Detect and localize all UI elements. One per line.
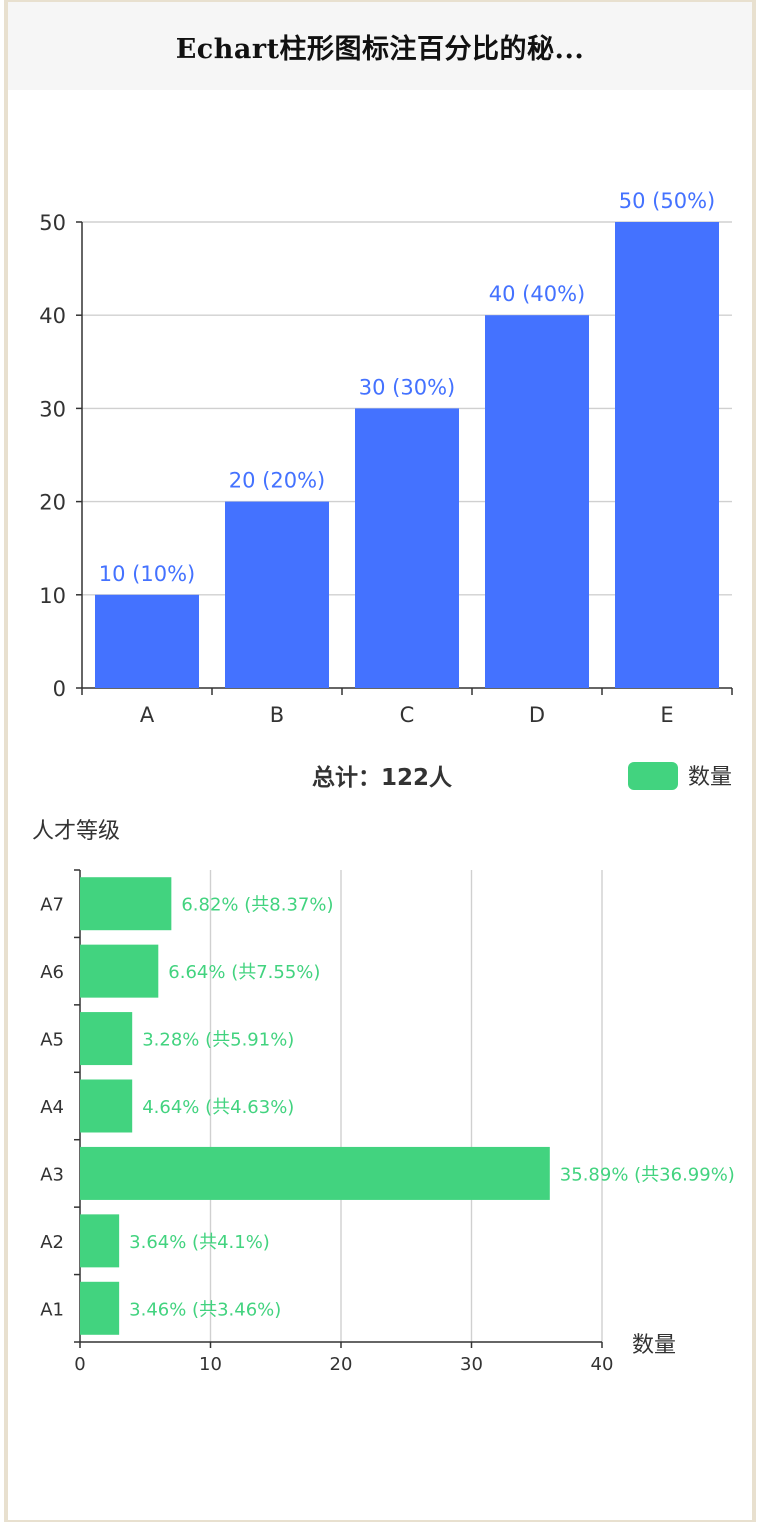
chart-title-prefix: 总计： [312, 764, 381, 791]
bar-data-label: 50 (50%) [619, 189, 715, 213]
bar [225, 501, 329, 688]
x-tick-label: D [529, 703, 545, 727]
legend-label: 数量 [688, 765, 732, 790]
bar-data-label: 20 (20%) [229, 469, 325, 493]
y-tick-label: 40 [39, 304, 66, 328]
y-tick-label: 50 [39, 211, 66, 235]
x-tick-label: 40 [591, 1354, 614, 1375]
bar [80, 944, 159, 998]
y-tick-label: A7 [40, 895, 64, 916]
bar [95, 594, 199, 688]
x-tick-label: 10 [199, 1354, 222, 1375]
page: Echart柱形图标注百分比的秘... 0 10 20 30 40 50 10 (10%) A… [4, 0, 756, 1522]
y-tick-label: A1 [40, 1299, 64, 1320]
bar-data-label: 10 (10%) [99, 562, 195, 586]
bar [80, 1281, 120, 1335]
bar-data-label: 3.28% (共5.91%) [142, 1030, 294, 1051]
bar-data-label: 30 (30%) [359, 375, 455, 399]
y-tick-label: 30 [39, 397, 66, 421]
y-tick-label: A3 [40, 1164, 64, 1185]
page-title: Echart柱形图标注百分比的秘... [175, 33, 585, 65]
x-tick-label: C [400, 703, 415, 727]
bar [80, 1079, 133, 1133]
x-axis-name: 数量 [632, 1333, 676, 1358]
bar-data-label: 3.46% (共3.46%) [129, 1299, 281, 1320]
x-tick-label: 0 [74, 1354, 85, 1375]
y-tick-label: 20 [39, 491, 66, 515]
y-tick-label: A4 [40, 1097, 64, 1118]
x-tick-label: A [140, 703, 155, 727]
bar-data-label: 6.82% (共8.37%) [181, 895, 333, 916]
chart-title-total: 122人 [381, 765, 453, 791]
bar [355, 408, 459, 688]
header-bar: Echart柱形图标注百分比的秘... [8, 2, 752, 90]
y-tick-label: A6 [40, 962, 64, 983]
vertical-bar-chart: 0 10 20 30 40 50 10 (10%) A 20 (20%) B 30 (30%) C 40… [39, 189, 733, 727]
y-tick-label: 0 [53, 677, 66, 701]
bar-data-label: 3.64% (共4.1%) [129, 1232, 270, 1253]
legend-swatch [628, 762, 678, 790]
y-tick-label: 10 [39, 584, 66, 608]
x-tick-label: 30 [460, 1354, 483, 1375]
x-tick-label: B [270, 703, 284, 727]
bar [80, 1146, 550, 1200]
bar-data-label: 35.89% (共36.99%) [560, 1164, 735, 1185]
bar [80, 877, 172, 931]
bar-data-label: 6.64% (共7.55%) [168, 962, 320, 983]
bar [80, 1214, 120, 1268]
y-tick-label: A2 [40, 1232, 64, 1253]
bar-data-label: 4.64% (共4.63%) [142, 1097, 294, 1118]
bar [485, 315, 589, 688]
bar [80, 1012, 133, 1066]
y-axis-name: 人才等级 [32, 819, 120, 844]
x-tick-label: E [660, 703, 673, 727]
bar-data-label: 40 (40%) [489, 282, 585, 306]
y-tick-label: A5 [40, 1030, 64, 1051]
chart-title: 总计：122人 [312, 764, 453, 791]
bar [615, 222, 719, 688]
x-tick-label: 20 [330, 1354, 353, 1375]
